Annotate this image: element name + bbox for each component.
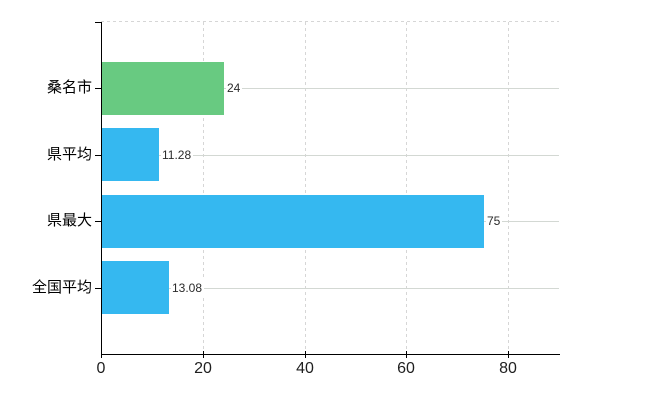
horizontal-gridline — [101, 88, 559, 89]
x-tick-label: 60 — [397, 360, 415, 377]
x-axis-tick — [101, 351, 102, 358]
bar — [102, 128, 159, 181]
bar — [102, 261, 169, 314]
y-axis-tick — [95, 88, 101, 89]
category-label: 県平均 — [46, 146, 92, 163]
bar — [102, 62, 224, 115]
x-axis-tick — [406, 351, 407, 358]
vertical-gridline — [305, 22, 306, 354]
vertical-gridline — [203, 22, 204, 354]
x-tick-label: 80 — [499, 360, 517, 377]
vertical-gridline — [508, 22, 509, 354]
bar-value-label: 24 — [226, 80, 243, 96]
x-axis-tick — [508, 351, 509, 358]
bar-value-label: 11.28 — [161, 147, 194, 163]
y-axis-tick — [95, 221, 101, 222]
bar-value-label: 75 — [486, 213, 503, 229]
y-axis-tick — [95, 22, 101, 23]
x-tick-label: 0 — [96, 360, 106, 377]
x-tick-label: 40 — [296, 360, 314, 377]
horizontal-gridline — [101, 288, 559, 289]
vertical-gridline — [406, 22, 407, 354]
y-axis-line — [101, 22, 102, 355]
y-axis-tick — [95, 155, 101, 156]
category-label: 県最大 — [46, 212, 92, 229]
x-axis-line — [101, 354, 560, 355]
category-label: 全国平均 — [31, 279, 92, 296]
x-axis-tick — [305, 351, 306, 358]
x-axis-tick — [203, 351, 204, 358]
y-axis-tick — [95, 288, 101, 289]
x-tick-label: 20 — [194, 360, 212, 377]
bar — [102, 195, 484, 248]
category-label: 桑名市 — [46, 79, 92, 96]
plot-top-border — [101, 21, 559, 22]
bar-value-label: 13.08 — [171, 280, 205, 296]
horizontal-gridline — [101, 155, 559, 156]
